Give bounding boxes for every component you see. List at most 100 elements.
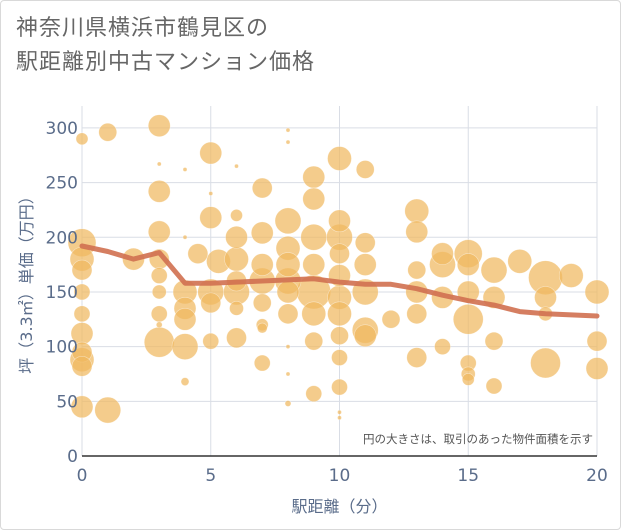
data-bubble	[200, 292, 222, 314]
data-bubble	[300, 223, 328, 251]
data-bubble	[147, 220, 171, 244]
data-bubble	[252, 293, 272, 313]
x-tick-label: 5	[205, 466, 216, 486]
data-bubble	[155, 321, 163, 329]
data-bubble	[304, 331, 324, 351]
data-bubble	[182, 234, 188, 240]
data-bubble	[225, 225, 248, 249]
data-bubble	[234, 163, 239, 169]
data-bubble	[353, 253, 377, 276]
data-bubble	[199, 206, 223, 229]
chart-title: 神奈川県横浜市鶴見区の 駅距離別中古マンション価格	[16, 12, 576, 80]
data-bubble	[75, 132, 89, 146]
data-bubble	[256, 322, 268, 334]
data-bubble	[331, 378, 348, 396]
data-bubble	[229, 301, 244, 316]
data-bubble	[329, 243, 350, 264]
data-bubble	[353, 324, 377, 347]
data-bubble	[274, 207, 302, 235]
data-bubble	[302, 165, 326, 189]
data-bubble	[355, 160, 375, 179]
x-tick-label: 20	[586, 466, 608, 486]
data-bubble	[171, 333, 199, 360]
data-bubble	[530, 347, 561, 379]
data-bubble	[199, 141, 223, 165]
data-bubble	[305, 385, 323, 402]
data-bubble	[94, 396, 122, 424]
data-bubble	[327, 301, 352, 327]
data-bubble	[277, 303, 299, 325]
data-bubble	[71, 259, 93, 281]
data-bubble	[208, 191, 214, 196]
data-bubble	[480, 256, 508, 284]
y-tick-label: 150	[46, 283, 78, 303]
data-bubble	[73, 305, 91, 323]
data-bubble	[187, 243, 209, 264]
data-bubble	[151, 284, 167, 300]
x-tick-labels: 0 5 10 15 20	[77, 466, 608, 486]
data-bubble	[150, 305, 168, 323]
data-bubble	[250, 221, 274, 245]
data-bubble	[507, 249, 533, 274]
data-bubble	[452, 303, 484, 335]
data-bubble	[586, 330, 608, 352]
x-tick-label: 10	[329, 466, 351, 486]
data-bubble	[337, 415, 342, 421]
data-bubble	[337, 409, 342, 415]
y-tick-label: 50	[56, 392, 78, 412]
data-bubble	[354, 232, 376, 254]
data-bubble	[302, 253, 326, 276]
data-bubble	[285, 371, 291, 377]
data-bubble	[328, 209, 351, 233]
title-line-2: 駅距離別中古マンション価格	[16, 50, 316, 75]
data-bubble	[405, 220, 429, 244]
trend-line	[79, 243, 600, 319]
data-bubble	[230, 209, 243, 222]
title-line-1: 神奈川県横浜市鶴見区の	[16, 16, 270, 41]
y-tick-label: 100	[46, 338, 78, 358]
data-bubble	[331, 349, 348, 366]
data-bubble	[461, 373, 475, 386]
x-axis-label: 駅距離（分）	[291, 497, 387, 516]
data-bubble	[407, 260, 427, 280]
data-bubble	[406, 347, 428, 368]
data-bubble	[285, 139, 291, 145]
data-bubble	[276, 280, 300, 304]
y-tick-label: 0	[67, 447, 78, 467]
y-axis-label: 坪（3.3㎡）単価（万円）	[17, 188, 36, 373]
data-bubble	[404, 198, 430, 224]
data-bubble	[381, 309, 401, 329]
data-bubble	[584, 279, 610, 305]
y-tick-label: 250	[46, 174, 78, 194]
data-bubble	[330, 326, 349, 345]
data-bubble	[558, 263, 584, 288]
data-bubble	[251, 177, 273, 199]
bubble-series	[67, 114, 610, 424]
data-bubble	[327, 146, 352, 171]
data-bubble	[484, 331, 504, 351]
data-bubble	[585, 357, 609, 380]
data-bubble	[70, 395, 94, 419]
data-bubble	[150, 267, 168, 284]
data-bubble	[285, 127, 291, 133]
data-bubble	[285, 344, 291, 349]
data-bubble	[253, 354, 271, 372]
data-bubble	[224, 246, 249, 272]
data-bubble	[98, 122, 118, 142]
data-bubble	[301, 301, 327, 327]
size-annotation: 円の大きさは、取引のあった物件面積を示す	[363, 432, 593, 446]
y-tick-label: 200	[46, 228, 78, 248]
data-bubble	[302, 187, 326, 211]
data-bubble	[202, 332, 220, 350]
data-bubble	[434, 338, 451, 355]
data-bubble	[485, 377, 503, 395]
y-tick-label: 300	[46, 119, 78, 139]
data-bubble	[275, 252, 301, 277]
data-bubble	[147, 114, 171, 137]
data-bubble	[147, 180, 171, 203]
trend-line-layer	[79, 243, 600, 319]
data-bubble	[284, 400, 292, 407]
data-bubble	[180, 377, 190, 386]
data-bubble	[156, 161, 162, 167]
data-bubble	[456, 253, 480, 276]
